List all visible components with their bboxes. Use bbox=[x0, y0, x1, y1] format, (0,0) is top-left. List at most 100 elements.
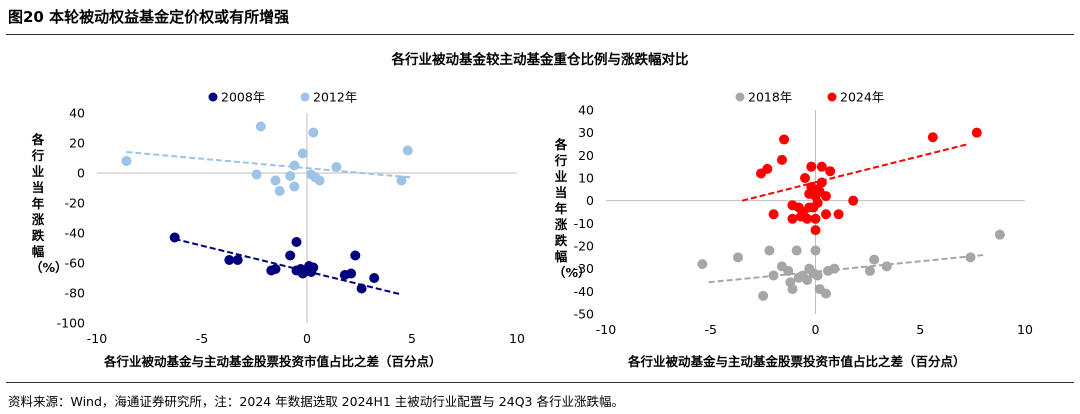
data-point bbox=[864, 265, 875, 276]
x-tick-label: 0 bbox=[303, 331, 311, 346]
y-tick-label: -20 bbox=[574, 239, 594, 254]
data-point bbox=[224, 255, 235, 265]
y-tick-label: -40 bbox=[574, 284, 594, 299]
data-point bbox=[927, 132, 938, 143]
y-tick-label: -30 bbox=[574, 261, 594, 276]
data-point bbox=[402, 145, 413, 156]
data-point bbox=[825, 166, 836, 177]
y-tick-label: 20 bbox=[578, 148, 594, 163]
source-note: 资料来源：Wind，海通证券研究所，注：2024 年数据选取 2024H1 主被… bbox=[8, 394, 624, 409]
legend-label: 2024年 bbox=[840, 90, 884, 105]
y-tick-label: -50 bbox=[574, 307, 594, 322]
data-point bbox=[697, 259, 708, 270]
data-point bbox=[255, 121, 266, 132]
trend-line bbox=[708, 254, 984, 284]
data-point bbox=[232, 255, 243, 265]
data-point bbox=[812, 270, 823, 281]
data-point bbox=[732, 252, 743, 263]
legend-label: 2012年 bbox=[313, 90, 357, 105]
data-point bbox=[802, 275, 813, 285]
x-tick-label: 5 bbox=[408, 331, 416, 346]
y-tick-label: -10 bbox=[574, 216, 594, 231]
x-tick-label: 10 bbox=[1017, 322, 1033, 337]
data-point bbox=[806, 161, 817, 172]
left-y-axis-title: 各行业当年涨跌幅（%） bbox=[30, 132, 68, 275]
data-point bbox=[791, 245, 802, 256]
series-s2008 bbox=[169, 232, 402, 296]
data-point bbox=[297, 268, 308, 279]
legend-label: 2008年 bbox=[221, 90, 265, 105]
data-point bbox=[787, 213, 798, 224]
data-point bbox=[121, 156, 132, 166]
x-tick-label: -5 bbox=[705, 322, 717, 337]
data-point bbox=[810, 245, 821, 256]
data-point bbox=[308, 127, 319, 138]
data-point bbox=[833, 209, 844, 220]
data-point bbox=[820, 191, 831, 202]
left-x-axis-title: 各行业被动基金与主动基金股票投资市值占比之差（百分点） bbox=[104, 354, 442, 369]
data-point bbox=[356, 283, 367, 294]
data-point bbox=[776, 154, 787, 165]
right-x-axis-title: 各行业被动基金与主动基金股票投资市值占比之差（百分点） bbox=[628, 354, 966, 369]
legend-label: 2018年 bbox=[748, 90, 792, 105]
data-point bbox=[810, 225, 821, 236]
data-point bbox=[820, 209, 831, 220]
data-point bbox=[289, 160, 300, 171]
series-s2024 bbox=[741, 127, 982, 236]
data-point bbox=[787, 284, 798, 295]
series-s2012 bbox=[121, 121, 413, 196]
y-tick-label: -100 bbox=[57, 316, 85, 331]
y-tick-label: -80 bbox=[65, 286, 85, 301]
data-point bbox=[758, 290, 769, 301]
data-point bbox=[812, 197, 823, 208]
x-tick-label: -5 bbox=[196, 331, 208, 346]
data-point bbox=[285, 250, 296, 261]
data-point bbox=[297, 148, 308, 159]
data-point bbox=[994, 229, 1005, 240]
series-s2018 bbox=[697, 229, 1005, 301]
data-point bbox=[829, 263, 840, 274]
data-point bbox=[816, 161, 827, 172]
x-tick-label: 0 bbox=[812, 322, 820, 337]
bottom-rule bbox=[6, 382, 1074, 383]
y-tick-label: 10 bbox=[578, 171, 594, 186]
y-tick-label: 40 bbox=[69, 106, 85, 121]
data-point bbox=[350, 250, 361, 261]
data-point bbox=[802, 213, 813, 224]
data-point bbox=[764, 245, 775, 256]
legend-marker bbox=[208, 92, 218, 102]
data-point bbox=[965, 252, 976, 263]
right-y-axis-title: 各行业当年涨跌幅（%） bbox=[553, 137, 591, 280]
figure-title: 图20 本轮被动权益基金定价权或有所增强 bbox=[8, 8, 290, 26]
data-point bbox=[270, 264, 281, 274]
legend-marker bbox=[735, 92, 745, 102]
legend-marker bbox=[300, 92, 310, 102]
x-tick-label: -10 bbox=[596, 322, 616, 337]
data-point bbox=[314, 175, 325, 186]
y-tick-label: -20 bbox=[65, 196, 85, 211]
data-point bbox=[971, 127, 982, 138]
data-point bbox=[274, 186, 285, 196]
data-point bbox=[779, 134, 790, 145]
y-tick-label: 40 bbox=[578, 103, 594, 118]
x-tick-label: 5 bbox=[916, 322, 924, 337]
data-point bbox=[369, 273, 380, 283]
data-point bbox=[169, 232, 180, 243]
data-point bbox=[308, 262, 319, 273]
data-point bbox=[762, 163, 773, 174]
data-point bbox=[396, 175, 407, 186]
data-point bbox=[810, 213, 821, 224]
y-tick-label: -40 bbox=[65, 226, 85, 241]
data-point bbox=[285, 171, 296, 181]
chart-title: 各行业被动基金较主动基金重仓比例与涨跌幅对比 bbox=[391, 52, 689, 68]
data-point bbox=[346, 268, 357, 279]
data-point bbox=[291, 237, 302, 247]
y-tick-label: 20 bbox=[69, 136, 85, 151]
data-point bbox=[800, 173, 811, 183]
trend-line bbox=[741, 143, 969, 202]
data-point bbox=[869, 254, 880, 265]
x-tick-label: -10 bbox=[87, 331, 107, 346]
data-point bbox=[289, 181, 300, 192]
